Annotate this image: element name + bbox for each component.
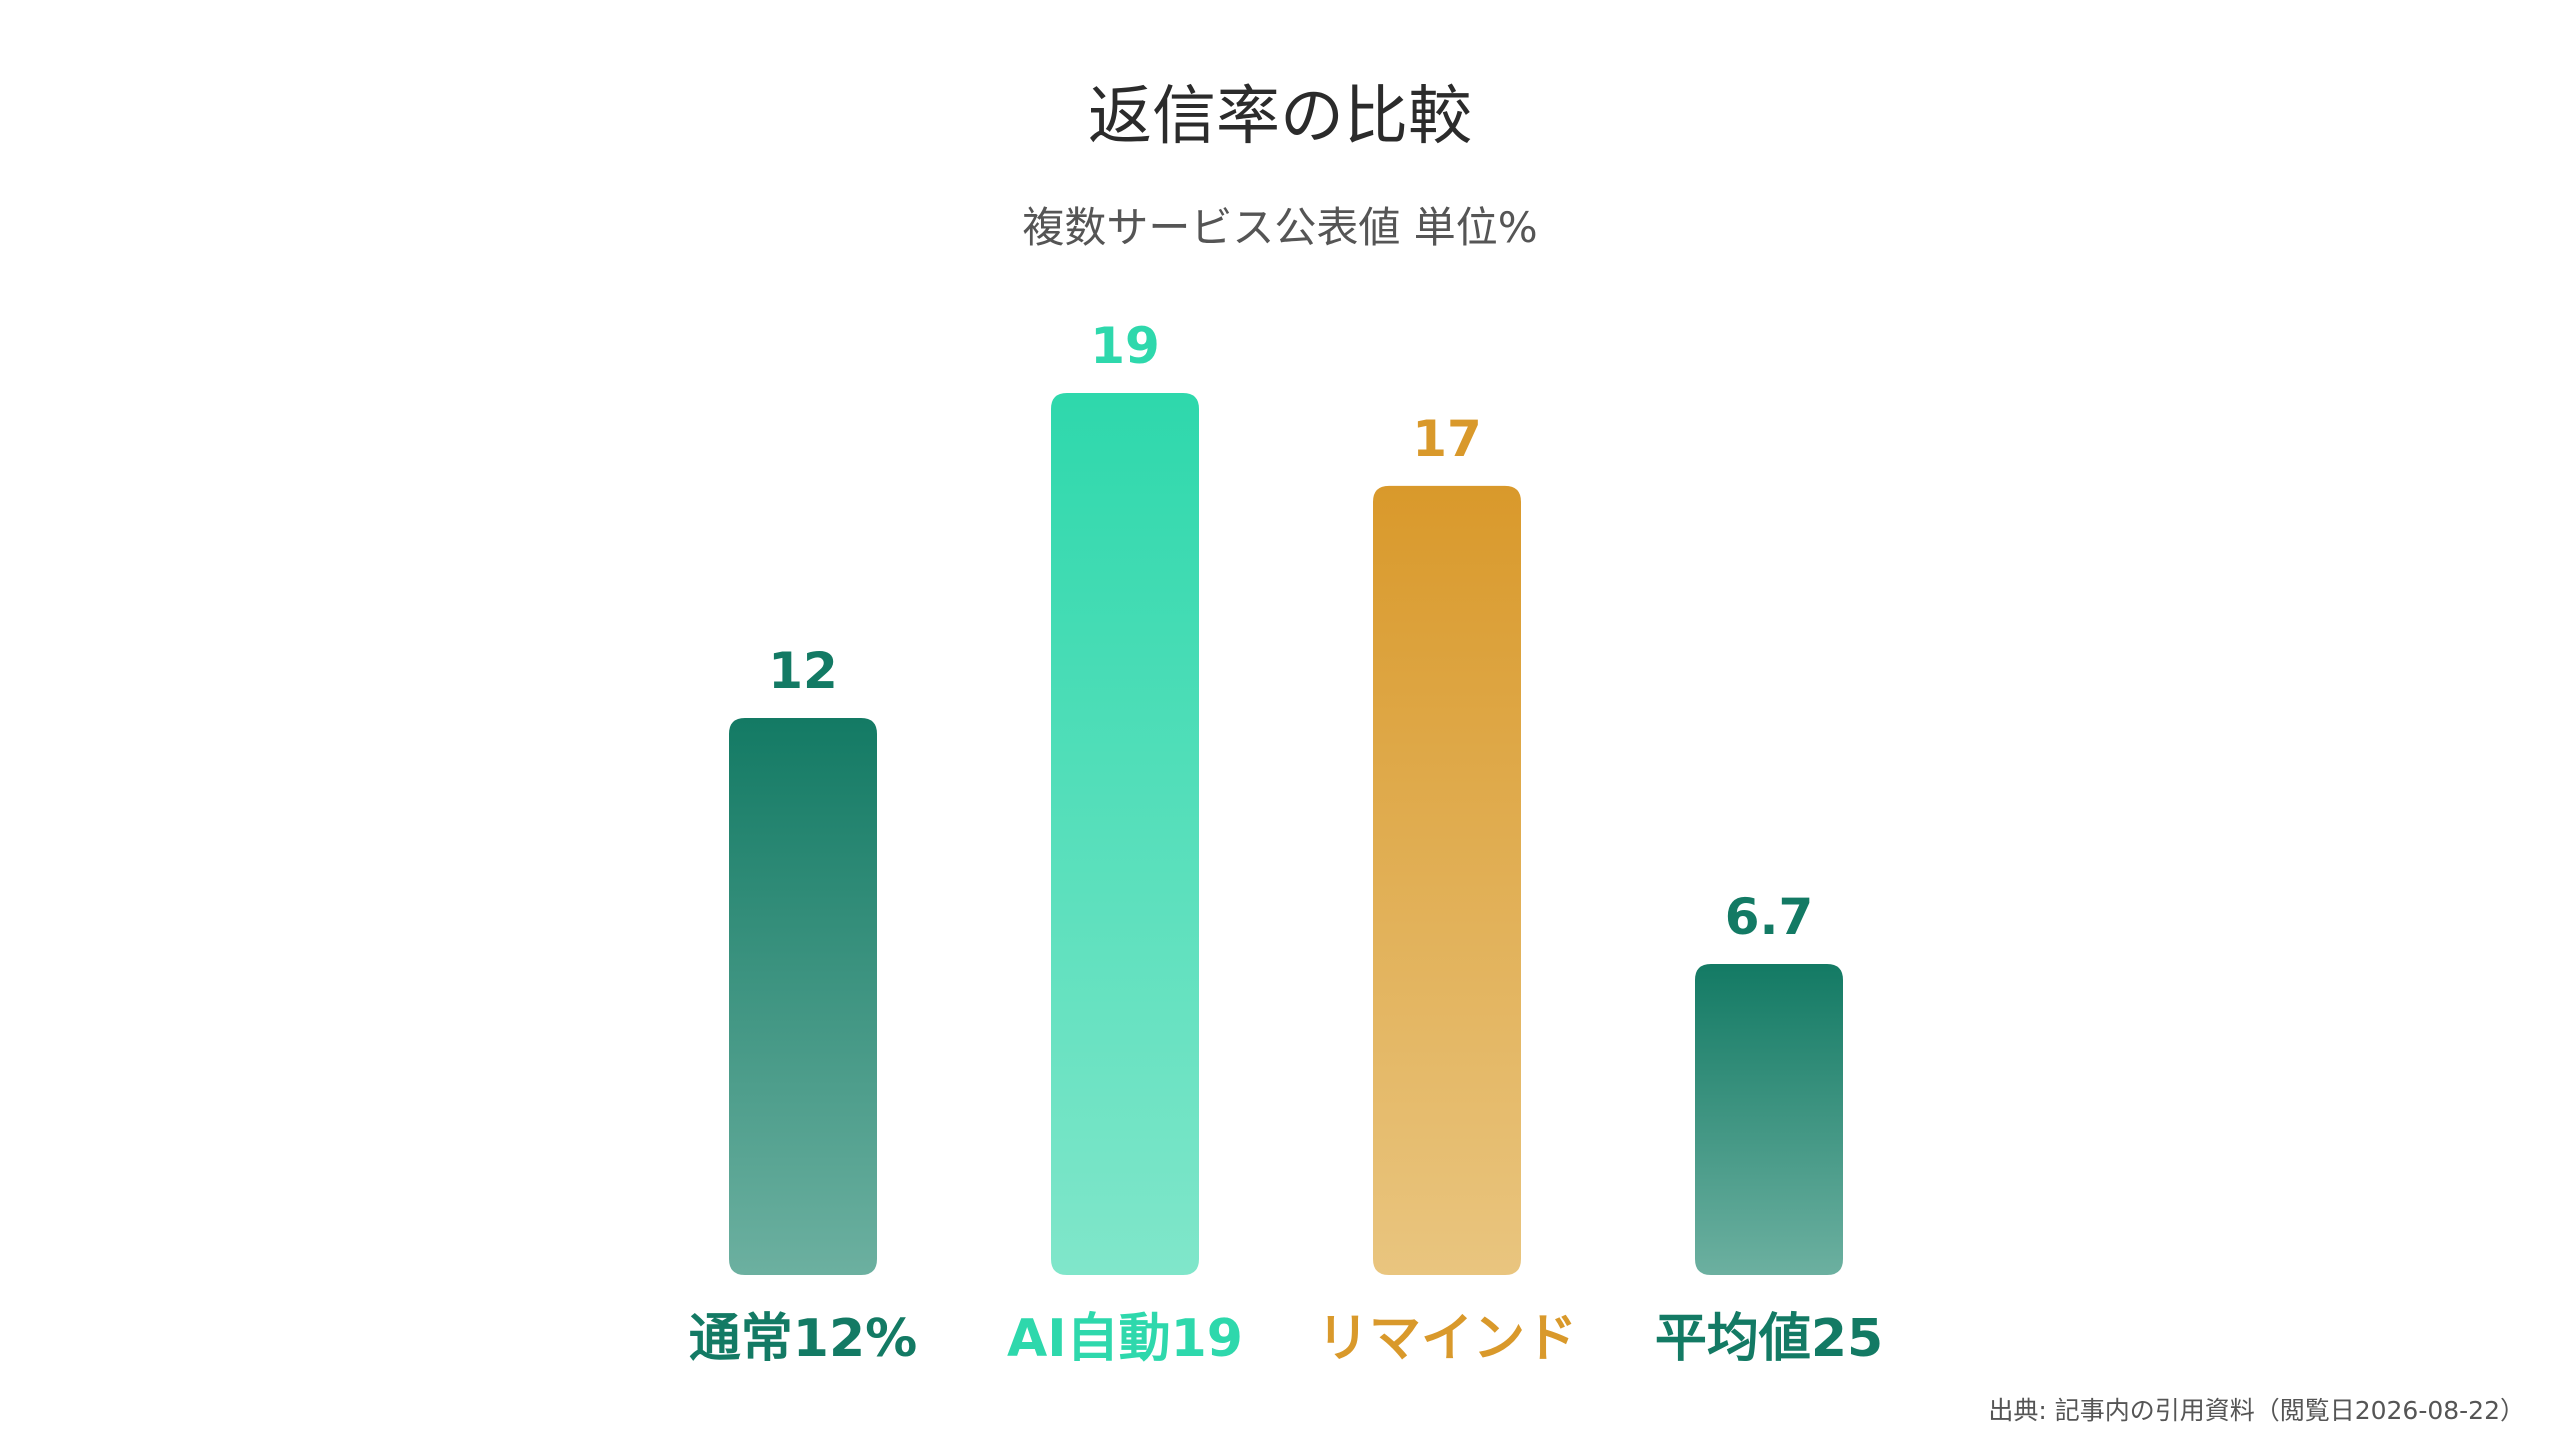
- bar-3: [1373, 485, 1521, 1275]
- chart-title: 返信率の比較: [1088, 80, 1472, 154]
- chart-subtitle: 複数サービス公表値 単位%: [1022, 203, 1537, 252]
- value-label-2: 19: [1090, 317, 1160, 375]
- bar-4: [1695, 963, 1843, 1275]
- bar-1: [729, 717, 877, 1275]
- category-label-3: リマインド: [1317, 1309, 1577, 1369]
- value-label-4: 6.7: [1725, 888, 1814, 946]
- bar-2: [1051, 393, 1199, 1275]
- bars-group: 12 通常12% 19 AI自動19 17 リマインド 6.7 平均値25: [689, 317, 1883, 1369]
- category-label-1: 通常12%: [689, 1309, 917, 1369]
- category-label-2: AI自動19: [1007, 1309, 1243, 1369]
- value-label-1: 12: [768, 642, 838, 700]
- category-label-4: 平均値25: [1655, 1309, 1883, 1369]
- source-note: 出典: 記事内の引用資料（閲覧日2026-08-22）: [1988, 1396, 2525, 1425]
- value-label-3: 17: [1412, 410, 1482, 468]
